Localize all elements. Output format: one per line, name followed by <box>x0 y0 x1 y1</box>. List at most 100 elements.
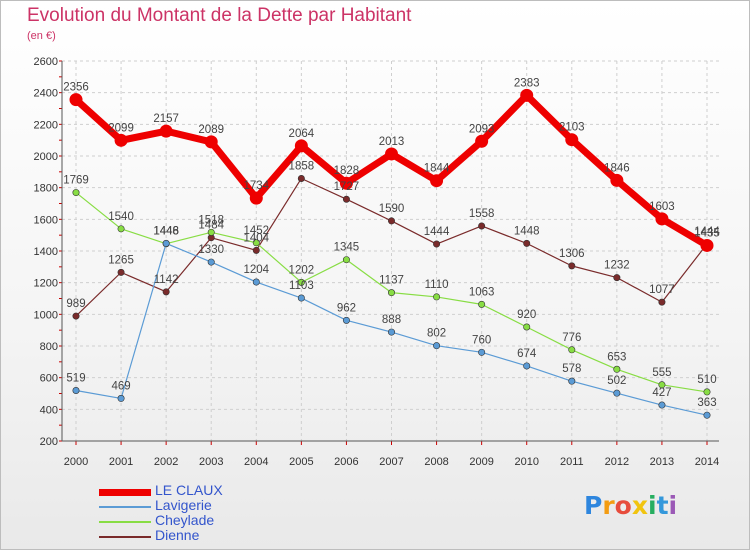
data-label-lavigerie: 427 <box>652 387 671 399</box>
chart-subtitle: (en €) <box>27 30 56 42</box>
data-point-le-claux <box>294 139 308 153</box>
legend-item-dienne: Dienne <box>99 527 299 544</box>
data-point-cheylade <box>387 289 395 297</box>
logo-letter: i <box>648 491 657 520</box>
data-label-lavigerie: 1448 <box>153 225 179 237</box>
y-tick-label: 1200 <box>34 278 58 290</box>
data-label-dienne: 1444 <box>694 226 720 238</box>
logo-letter: x <box>631 491 648 520</box>
data-label-dienne: 1142 <box>154 274 179 286</box>
data-point-dienne <box>387 217 395 225</box>
y-tick-label: 2600 <box>34 56 58 68</box>
legend-swatch <box>99 536 151 538</box>
data-point-lavigerie <box>658 401 666 409</box>
legend-label: Dienne <box>155 527 200 543</box>
y-tick-label: 2200 <box>34 119 58 131</box>
data-point-lavigerie <box>207 258 215 266</box>
legend-item-le-claux: LE CLAUX <box>99 482 299 499</box>
data-point-dienne <box>297 174 305 182</box>
chart-grid <box>62 60 719 442</box>
logo-letter: P <box>584 491 603 520</box>
data-label-cheylade: 653 <box>607 351 626 363</box>
x-tick-label: 2010 <box>514 456 538 468</box>
x-tick-label: 2002 <box>154 456 178 468</box>
data-point-lavigerie <box>433 342 441 350</box>
data-point-le-claux <box>565 133 579 147</box>
data-label-lavigerie: 578 <box>562 363 581 375</box>
x-tick-label: 2014 <box>695 456 719 468</box>
y-tick-label: 1400 <box>34 246 58 258</box>
data-point-cheylade <box>568 346 576 354</box>
logo-letter: i <box>668 491 678 520</box>
proxiti-logo: Proxiti <box>584 491 677 520</box>
data-point-cheylade <box>433 293 441 301</box>
data-label-le-claux: 2157 <box>153 113 179 125</box>
x-tick-label: 2001 <box>109 456 133 468</box>
data-point-cheylade <box>523 323 531 331</box>
data-label-cheylade: 555 <box>652 367 671 379</box>
x-tick-label: 2007 <box>379 456 403 468</box>
data-label-le-claux: 1828 <box>334 165 360 177</box>
y-tick-label: 200 <box>40 436 58 448</box>
data-point-cheylade <box>342 256 350 264</box>
data-label-lavigerie: 363 <box>697 397 716 409</box>
data-label-dienne: 1590 <box>379 203 405 215</box>
data-label-cheylade: 920 <box>517 309 536 321</box>
data-label-cheylade: 1769 <box>63 175 89 187</box>
data-point-le-claux <box>385 147 398 161</box>
data-label-cheylade: 1110 <box>425 279 449 291</box>
data-point-lavigerie <box>117 394 125 402</box>
data-point-lavigerie <box>613 389 621 397</box>
data-label-le-claux: 2013 <box>379 136 405 148</box>
data-point-dienne <box>523 239 531 247</box>
data-point-cheylade <box>207 228 215 236</box>
y-tick-label: 1800 <box>34 183 58 195</box>
x-tick-label: 2011 <box>560 456 584 468</box>
data-point-dienne <box>478 222 486 230</box>
y-tick-label: 1000 <box>34 309 58 321</box>
data-point-lavigerie <box>297 294 305 302</box>
legend-label: LE CLAUX <box>155 482 223 498</box>
data-label-le-claux: 2356 <box>63 82 89 94</box>
chart-series <box>69 88 714 419</box>
legend-item-lavigerie: Lavigerie <box>99 497 299 514</box>
data-label-lavigerie: 802 <box>427 328 446 340</box>
data-point-le-claux <box>700 238 714 252</box>
logo-letter: r <box>602 491 615 520</box>
data-point-cheylade <box>703 388 711 396</box>
data-label-le-claux: 1734 <box>243 180 269 192</box>
data-point-le-claux <box>475 134 489 148</box>
legend-label: Lavigerie <box>155 497 212 513</box>
data-label-le-claux: 1603 <box>649 201 675 213</box>
data-point-le-claux <box>339 176 353 190</box>
x-tick-label: 2005 <box>289 456 313 468</box>
chart-title: Evolution du Montant de la Dette par Hab… <box>27 5 412 26</box>
y-tick-label: 1600 <box>34 214 58 226</box>
x-tick-label: 2012 <box>605 456 629 468</box>
data-label-dienne: 1404 <box>243 232 269 244</box>
data-point-cheylade <box>252 239 260 247</box>
data-label-dienne: 1444 <box>424 226 450 238</box>
data-label-lavigerie: 888 <box>382 314 401 326</box>
data-point-lavigerie <box>387 328 395 336</box>
data-label-dienne: 1448 <box>514 225 540 237</box>
y-tick-label: 400 <box>40 404 58 416</box>
legend-item-cheylade: Cheylade <box>99 512 299 529</box>
data-point-le-claux <box>430 174 444 188</box>
y-tick-label: 800 <box>40 341 58 353</box>
data-point-lavigerie <box>342 316 350 324</box>
data-label-cheylade: 1137 <box>379 275 404 287</box>
x-tick-label: 2004 <box>244 456 268 468</box>
data-label-cheylade: 1452 <box>243 225 269 237</box>
chart-data-labels: 2356 2099 2157 2089 1734 2064 1828 2013 1844 2093… <box>63 77 720 409</box>
data-point-cheylade <box>72 189 80 197</box>
x-tick-label: 2013 <box>650 456 674 468</box>
data-point-cheylade <box>658 381 666 389</box>
x-tick-label: 2003 <box>199 456 223 468</box>
data-point-cheylade <box>297 278 305 286</box>
data-point-lavigerie <box>478 348 486 356</box>
data-label-cheylade: 1540 <box>108 211 134 223</box>
data-label-lavigerie: 760 <box>472 334 491 346</box>
data-label-dienne: 1484 <box>198 220 224 232</box>
